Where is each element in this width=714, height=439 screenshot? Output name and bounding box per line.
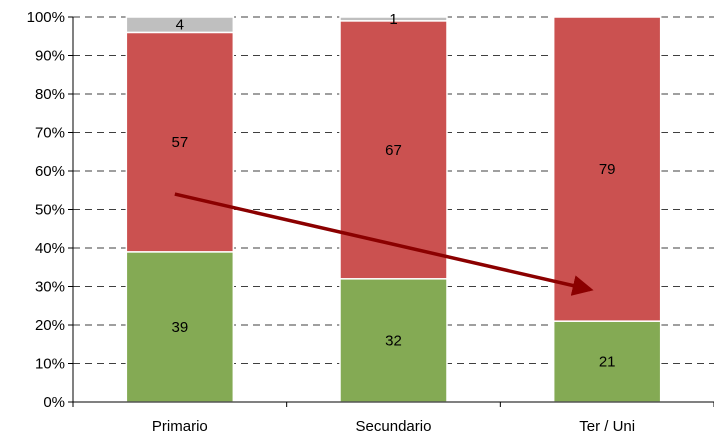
axes: 0% 10% 20% 30% 40% 50% 60% 70% 80% 90% 100% Primari… <box>27 9 714 435</box>
bar-segment <box>552 320 662 403</box>
bar-segment <box>339 16 448 22</box>
data-label: 79 <box>599 161 616 178</box>
data-label: 21 <box>599 354 616 371</box>
data-label: 57 <box>171 134 188 151</box>
data-labels: 39 57 4 32 67 1 21 79 <box>171 11 615 371</box>
bar-segment <box>552 16 662 322</box>
trend-arrow <box>174 192 594 296</box>
data-label: 67 <box>385 142 402 159</box>
data-label: 32 <box>385 332 402 349</box>
bar-segment <box>339 278 448 403</box>
x-tick-label: Secundario <box>356 418 432 435</box>
bar-segment <box>125 31 235 253</box>
y-tick-label: 80% <box>35 86 65 103</box>
y-tick-label: 100% <box>27 9 65 26</box>
y-tick-label: 40% <box>35 240 65 257</box>
data-label: 39 <box>171 319 188 336</box>
y-tick-label: 50% <box>35 202 65 219</box>
x-tick-label: Primario <box>152 418 208 435</box>
y-tick-label: 70% <box>35 125 65 142</box>
y-tick-label: 90% <box>35 48 65 65</box>
bar-segment <box>125 16 235 34</box>
annotation <box>174 192 594 296</box>
data-label: 1 <box>389 11 397 28</box>
y-tick-label: 0% <box>43 394 65 411</box>
y-tick-label: 30% <box>35 279 65 296</box>
y-tick-label: 20% <box>35 317 65 334</box>
data-label: 4 <box>176 17 184 34</box>
y-tick-label: 10% <box>35 356 65 373</box>
bar-segment <box>125 251 235 403</box>
y-tick-label: 60% <box>35 163 65 180</box>
x-tick-label: Ter / Uni <box>579 418 635 435</box>
